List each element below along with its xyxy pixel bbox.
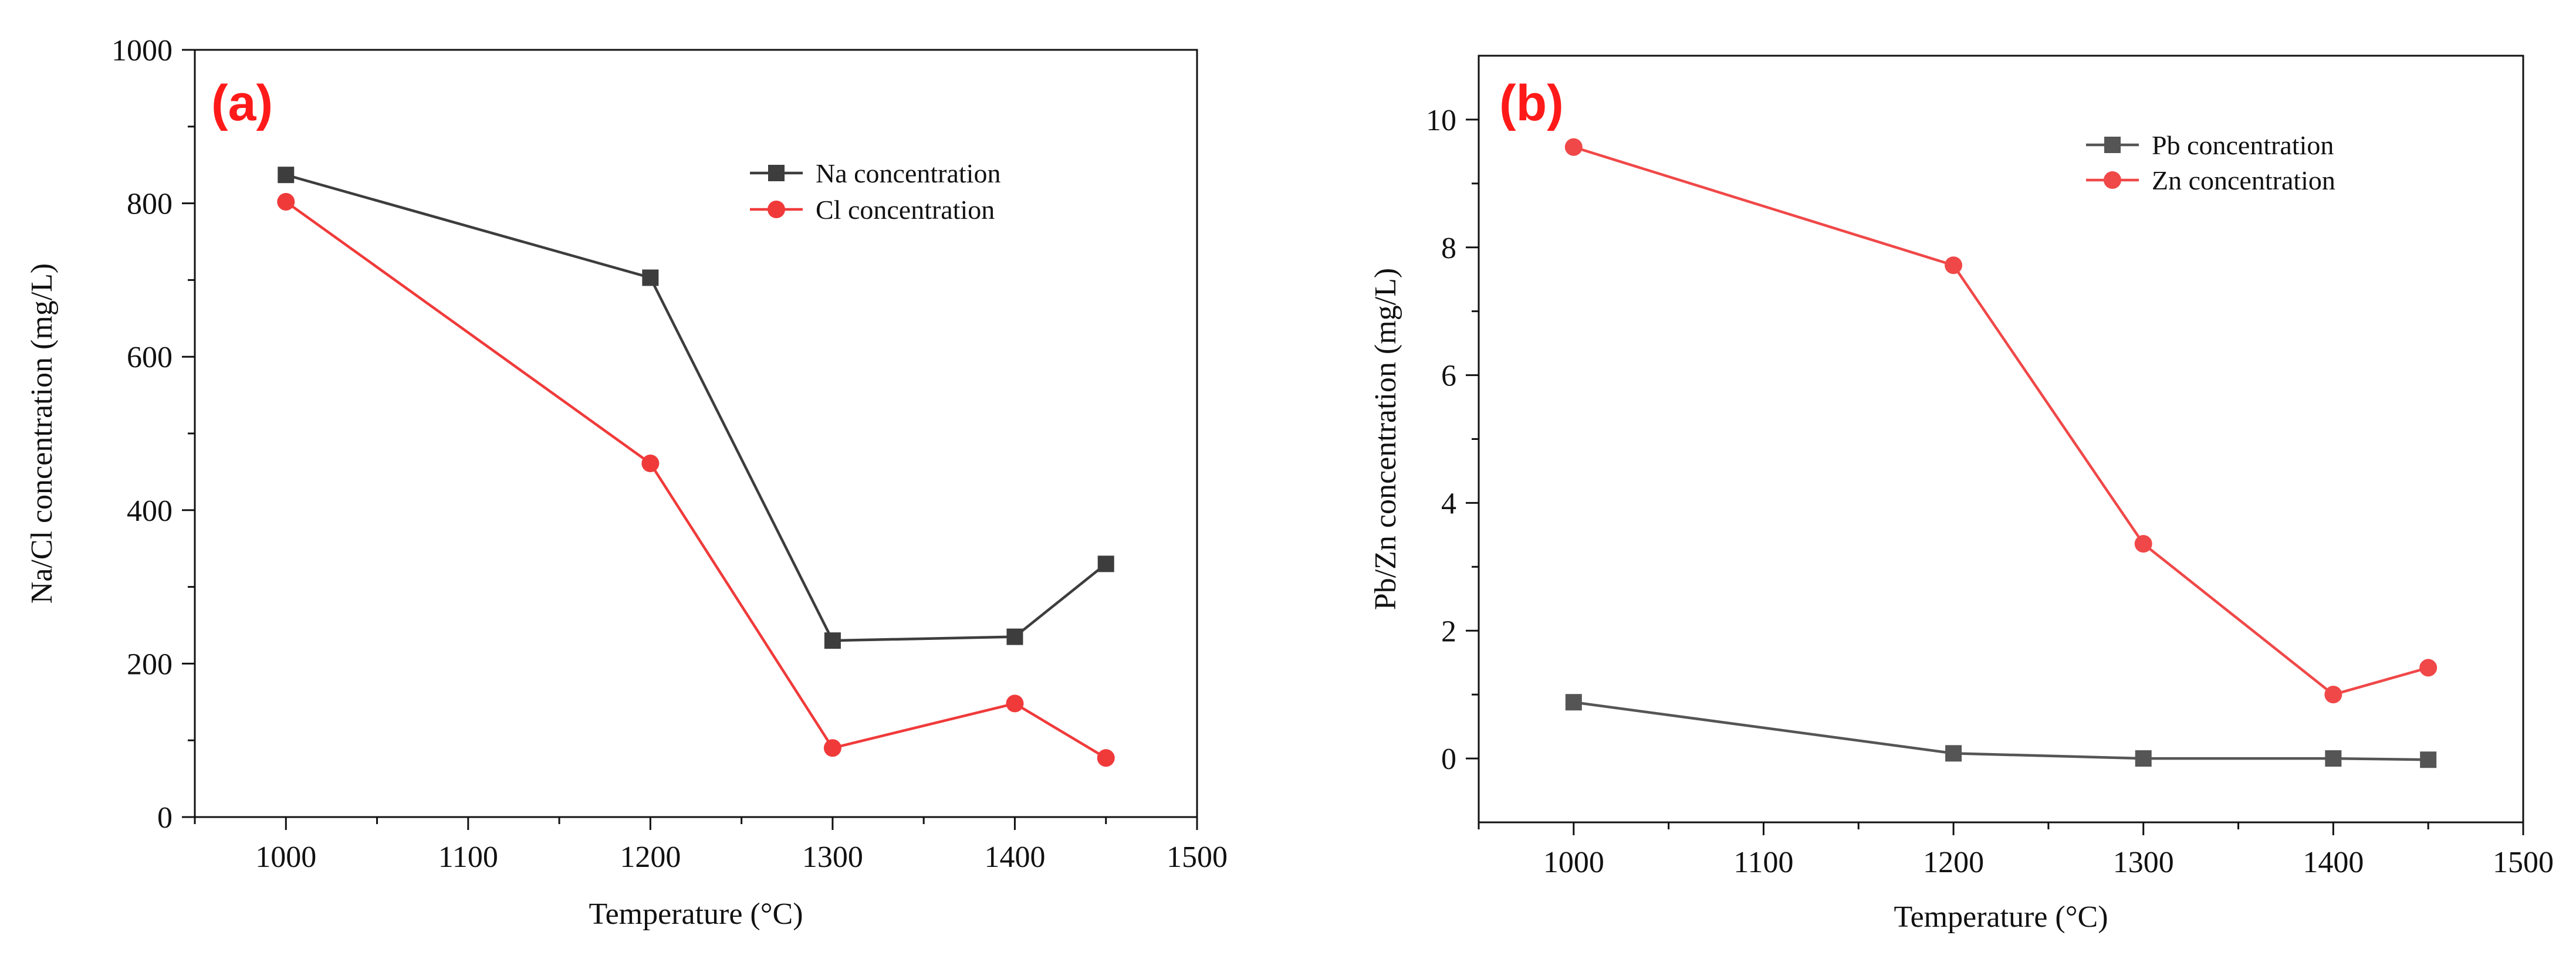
data-point-square [278,167,295,184]
data-point-square [1097,555,1114,572]
data-point-circle [1097,749,1115,767]
data-point-circle [1945,256,1963,275]
x-axis-title: Temperature (°C) [589,897,803,931]
y-tick-label: 4 [1441,487,1456,520]
y-tick-label: 6 [1441,360,1456,393]
data-point-circle [2324,686,2342,704]
series-line [285,201,1107,760]
legend-label: Pb concentration [2152,130,2334,160]
series-zn-concentrationgroup [1564,138,2438,704]
x-tick-label: 1100 [1733,846,1793,879]
legend-label: Na concentration [816,158,1000,188]
x-tick-label: 1200 [620,841,681,874]
chart-panel-a: 1000 1100 1200 1300 1400 1500 0 200 400 600 800 100… [25,34,1228,931]
y-axis-title: Na/Cl concentration (mg/L) [25,263,59,604]
panel-label: (b) [1499,75,1564,131]
data-point-circle [823,739,841,757]
legend-marker-circle [768,201,785,218]
legend-label: Cl concentration [816,195,995,225]
data-point-square [2420,751,2437,768]
x-tick-label: 1100 [438,841,498,874]
series-line [285,174,1107,642]
chart-panel-b: 1000 1100 1200 1300 1400 1500 0 2 4 6 8 10 Temperatu… [1369,55,2554,934]
data-point-circle [1564,138,1583,156]
data-point-square [1565,694,1582,711]
y-tick-label: 400 [127,494,173,528]
data-point-circle [2419,659,2438,677]
legend-marker-square [768,165,785,181]
x-tick-label: 1300 [802,841,863,874]
series-pb-concentrationgroup [1565,694,2437,768]
plot-frame [194,49,1198,818]
series-cl-concentrationgroup [277,192,1115,767]
y-axis-title: Pb/Zn concentration (mg/L) [1369,268,1402,610]
data-point-square [2325,750,2342,767]
y-tick-label: 2 [1441,615,1456,648]
y-tick-label: 0 [157,801,173,835]
x-tick-label: 1200 [1923,846,1984,879]
data-point-circle [641,455,660,473]
data-point-square [642,269,659,286]
data-point-square [1945,745,1962,762]
x-tick-label: 1400 [2303,846,2364,879]
legend-marker-circle [2104,171,2121,189]
series-na-concentrationgroup [278,167,1114,649]
series-line [1573,145,2429,696]
data-point-square [1006,628,1023,645]
x-tick-label: 1000 [1543,846,1604,879]
data-point-circle [1006,694,1024,713]
plot-frame [1478,55,2524,824]
legend-label: Zn concentration [2152,165,2335,195]
panel-label: (a) [211,75,273,131]
x-tick-label: 1300 [2113,846,2174,879]
legend-marker-square [2104,137,2121,153]
y-tick-label: 0 [1441,743,1456,776]
x-tick-label: 1500 [2493,846,2554,879]
data-point-circle [2134,535,2152,553]
y-tick-label: 200 [127,648,173,681]
x-axis-title: Temperature (°C) [1894,900,2108,934]
x-tick-label: 1000 [255,841,316,874]
y-tick-label: 1000 [111,34,173,67]
x-tick-label: 1500 [1167,841,1228,874]
data-point-circle [277,192,295,211]
y-tick-label: 10 [1426,104,1456,137]
series-line [1573,701,2429,761]
y-tick-label: 600 [127,341,173,374]
data-point-square [2135,750,2152,767]
x-tick-label: 1400 [984,841,1045,874]
y-tick-label: 800 [127,188,173,221]
data-point-square [824,632,841,649]
y-tick-label: 8 [1441,232,1456,265]
